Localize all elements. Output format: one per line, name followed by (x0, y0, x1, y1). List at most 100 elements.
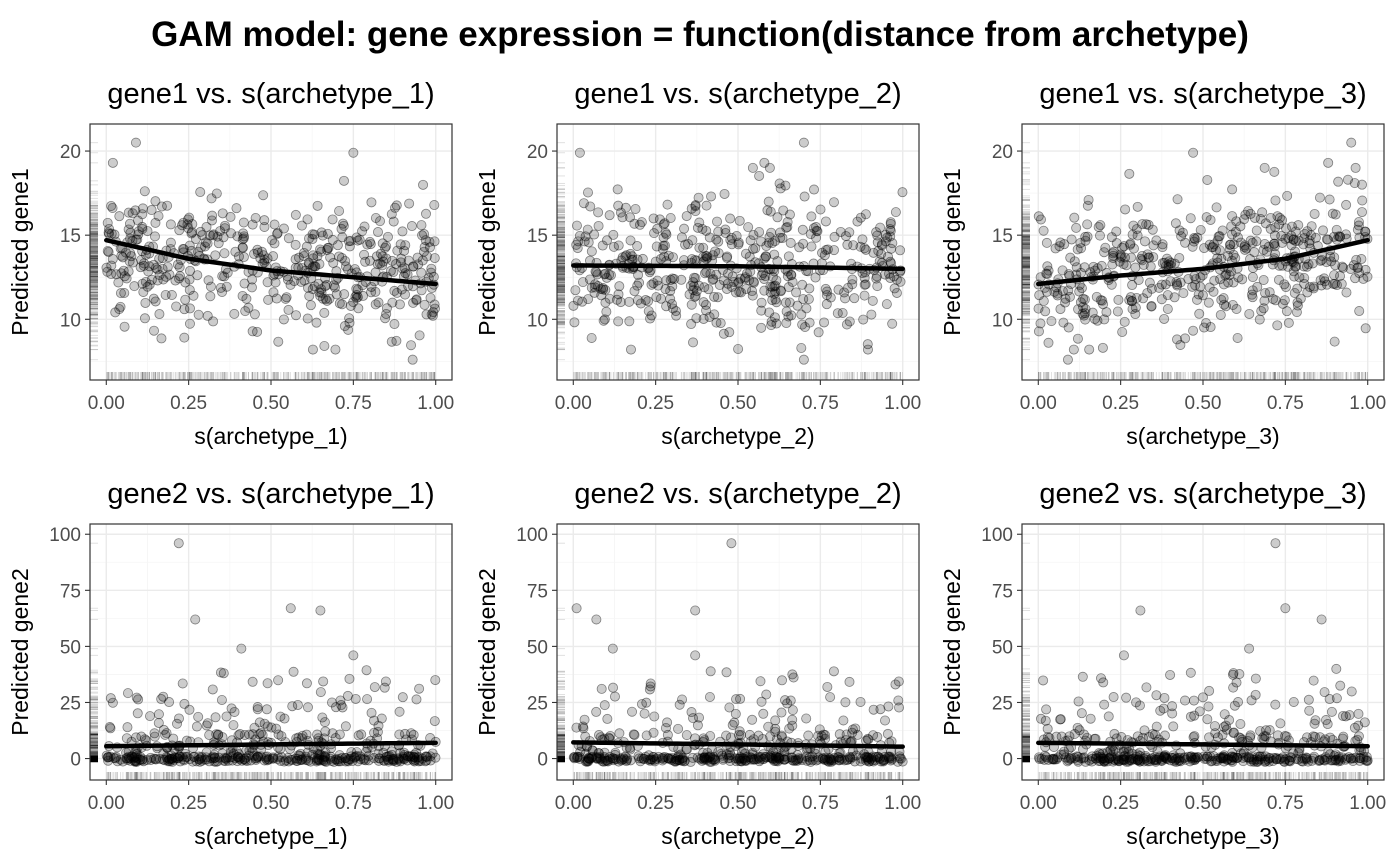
data-point (199, 241, 210, 252)
data-point (290, 209, 301, 220)
data-point (360, 256, 371, 267)
data-point (152, 275, 163, 286)
data-point (569, 317, 580, 328)
data-point (344, 317, 355, 328)
data-point (1281, 306, 1292, 317)
data-point (740, 248, 751, 259)
data-point (126, 251, 137, 262)
data-point (1220, 270, 1231, 281)
data-point (1268, 294, 1279, 305)
data-point (775, 227, 786, 238)
data-point (170, 275, 181, 286)
data-point (308, 250, 319, 261)
data-point (390, 202, 401, 213)
data-point (1097, 342, 1108, 353)
data-point (820, 283, 831, 294)
data-point (1144, 277, 1155, 288)
data-point (307, 229, 318, 240)
data-point (193, 246, 204, 257)
data-point (148, 293, 159, 304)
data-point (102, 245, 113, 256)
data-point (1260, 288, 1271, 299)
data-point (316, 287, 327, 298)
data-point (688, 277, 699, 288)
data-point (238, 252, 249, 263)
data-point (1148, 240, 1159, 251)
data-point (337, 232, 348, 243)
data-point (597, 283, 608, 294)
data-point (1357, 207, 1368, 218)
data-point (138, 260, 149, 271)
data-point (1341, 287, 1352, 298)
data-point (586, 246, 597, 257)
data-point (123, 207, 134, 218)
data-point (1350, 273, 1361, 284)
data-point (196, 242, 207, 253)
data-point (780, 180, 791, 191)
data-point (144, 279, 155, 290)
data-point (299, 247, 310, 258)
data-point (728, 276, 739, 287)
data-point (1075, 238, 1086, 249)
data-point (1350, 162, 1361, 173)
data-point (819, 250, 830, 261)
data-point (765, 287, 776, 298)
data-point (763, 196, 774, 207)
data-point (840, 231, 851, 242)
data-point (1292, 300, 1303, 311)
data-point (1049, 286, 1060, 297)
data-point (1202, 174, 1213, 185)
data-point (621, 250, 632, 261)
data-point (268, 251, 279, 262)
data-point (1175, 277, 1186, 288)
data-point (771, 297, 782, 308)
points (568, 137, 908, 365)
data-point (699, 268, 710, 279)
data-point (364, 255, 375, 266)
data-point (748, 276, 759, 287)
data-point (256, 246, 267, 257)
data-point (132, 234, 143, 245)
data-point (107, 202, 118, 213)
data-point (739, 273, 750, 284)
data-point (380, 242, 391, 253)
data-point (303, 257, 314, 268)
data-point (222, 267, 233, 278)
data-point (157, 263, 168, 274)
data-point (592, 269, 603, 280)
data-point (765, 206, 776, 217)
data-point (366, 287, 377, 298)
data-point (694, 217, 705, 228)
data-point (271, 293, 282, 304)
data-point (1095, 295, 1106, 306)
data-point (1172, 194, 1183, 205)
data-point (219, 271, 230, 282)
data-point (406, 340, 417, 351)
data-point (767, 281, 778, 292)
data-point (1188, 147, 1199, 158)
data-point (627, 251, 638, 262)
data-point (247, 326, 258, 337)
data-point (787, 276, 798, 287)
data-point (211, 188, 222, 199)
data-point (156, 201, 167, 212)
data-point (1324, 194, 1335, 205)
data-point (1213, 231, 1224, 242)
data-point (116, 250, 127, 261)
data-point (137, 224, 148, 235)
data-point (782, 271, 793, 282)
data-point (887, 238, 898, 249)
rug-x (105, 372, 436, 380)
data-point (391, 258, 402, 269)
data-point (418, 179, 429, 190)
data-point (262, 253, 273, 264)
data-point (411, 295, 422, 306)
data-point (178, 217, 189, 228)
data-point (357, 280, 368, 291)
data-point (334, 251, 345, 262)
data-point (676, 274, 687, 285)
data-point (1130, 262, 1141, 273)
data-point (813, 327, 824, 338)
y-tick-label: 10 (60, 310, 81, 331)
data-point (837, 307, 848, 318)
